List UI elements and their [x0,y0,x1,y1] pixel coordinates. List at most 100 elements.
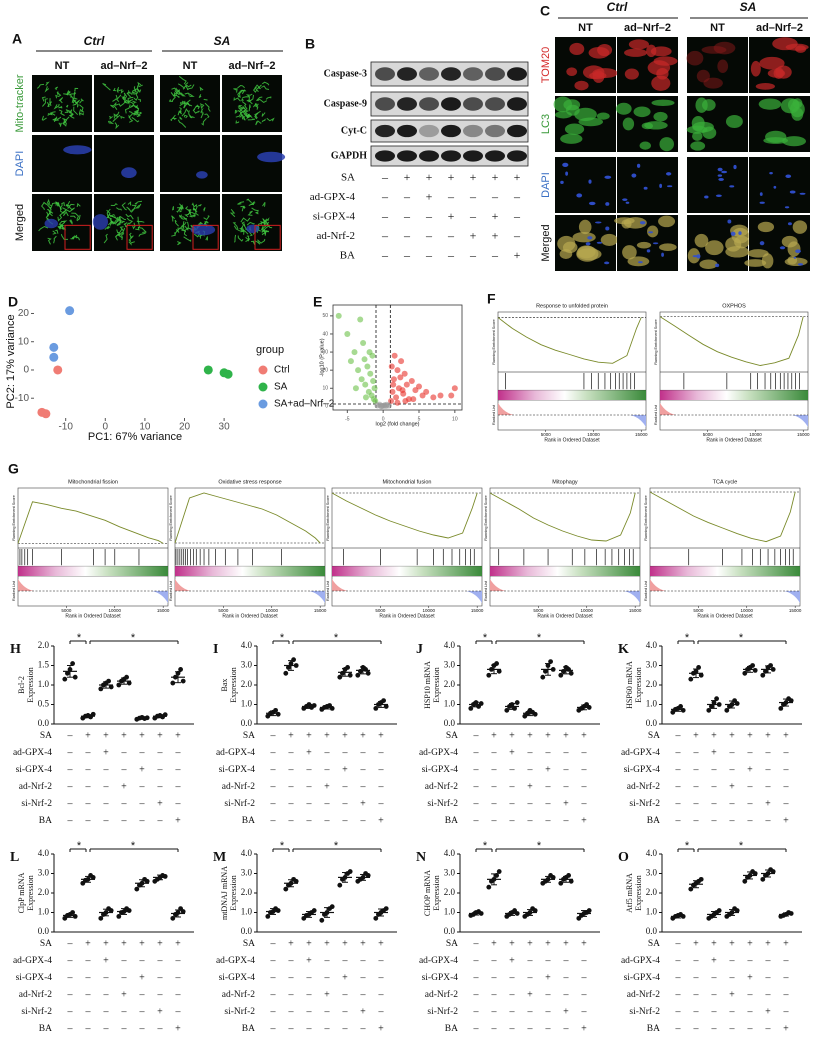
gsea-title: OXPHOS [722,303,746,309]
treatment-sign: – [67,730,74,741]
treatment-sign: – [378,798,385,809]
mito-filament [251,207,259,212]
micrograph-bg [222,135,282,192]
mito-filament [116,228,123,234]
treatment-label: si-Nrf-2 [224,1006,255,1017]
mito-filament [55,94,62,99]
treatment-label: ad-GPX-4 [419,748,458,758]
data-point [370,378,377,385]
y-tick-label: 0.5 [38,699,50,709]
mito-filament [234,109,238,114]
mito-filament [237,201,245,205]
treatment-sign: – [711,989,718,1000]
mito-filament [52,230,57,235]
treatment-sign: + [783,730,789,741]
data-point [162,874,168,879]
data-point [319,917,325,923]
treatment-sign: – [747,815,754,826]
group-header: Ctrl [84,34,105,48]
mito-filament [112,87,117,92]
treatment-sign: + [288,730,294,741]
data-point [408,378,415,385]
treatment-sign: – [675,798,682,809]
x-tick-label: 15000 [157,608,170,613]
treatment-sign: – [324,764,331,775]
treatment-sign: – [469,209,477,223]
treatment-label: ad-GPX-4 [621,956,660,966]
data-point [752,871,758,876]
treatment-sign: – [509,1023,516,1034]
mito-filament [266,117,275,122]
mito-filament [241,101,248,110]
treatment-sign: – [729,764,736,775]
cell-body [734,235,750,249]
data-point [329,706,335,711]
micrograph [687,157,748,213]
mito-filament [184,92,190,95]
treatment-label: si-Nrf-2 [21,1006,52,1017]
treatment-sign: – [139,781,146,792]
treatment-sign: – [491,972,498,983]
treatment-sign: + [103,747,109,758]
mito-filament [242,96,251,100]
y-axis-label: PC2: 17% variance [5,314,17,408]
panel-letter: O [618,850,629,865]
y-tick-label: 2.0 [38,640,50,650]
mito-filament [235,109,243,118]
data-point [49,352,59,362]
treatment-sign: – [103,972,110,983]
data-point [352,385,359,392]
treatment-sign: – [378,972,385,983]
mito-filament [183,230,188,237]
y-tick-label: 1.0 [38,679,50,689]
cell-body [787,222,792,226]
cell-body [624,48,648,57]
treatment-sign: – [765,781,772,792]
legend-swatch [258,382,268,392]
mito-filament [76,214,81,222]
mito-filament [53,103,60,110]
data-point [586,908,592,913]
data-point [388,363,395,370]
ranked-list-neg [309,591,325,603]
mito-filament [43,201,50,208]
y-axis-label: Atf5 mRNA [625,873,634,913]
micrograph [222,75,282,132]
y-tick-label: 3.0 [646,660,658,670]
column-header: NT [55,60,70,72]
treatment-sign: – [306,781,313,792]
treatment-sign: – [747,781,754,792]
cell-body [638,261,643,264]
treatment-sign: – [491,781,498,792]
legend-swatch [258,399,268,409]
treatment-sign: – [67,989,74,1000]
treatment-sign: + [103,730,109,741]
significance-mark: * [280,840,285,852]
cell-body [795,45,807,53]
mito-filament [245,93,253,97]
treatment-sign: – [425,228,433,242]
treatment-sign: – [121,747,128,758]
data-point [72,914,78,919]
cell-body [622,117,635,131]
cell-body [713,41,736,55]
data-point [340,670,345,676]
treatment-label: si-GPX-4 [624,973,661,983]
cell-body [622,245,637,260]
treatment-sign: – [139,747,146,758]
rank-color-bar [498,390,646,400]
treatment-sign: – [491,989,498,1000]
mito-filament [130,207,136,213]
cell-body [692,121,714,133]
mito-filament [137,216,140,225]
mito-filament [188,93,195,97]
mito-filament [261,85,270,90]
treatment-sign: – [711,798,718,809]
cell-body [690,141,706,151]
treatment-sign: + [747,730,753,741]
data-point [388,397,395,404]
mito-filament [233,88,238,93]
cell-body [758,98,782,110]
cell-body [792,220,808,234]
mito-filament [255,103,259,110]
